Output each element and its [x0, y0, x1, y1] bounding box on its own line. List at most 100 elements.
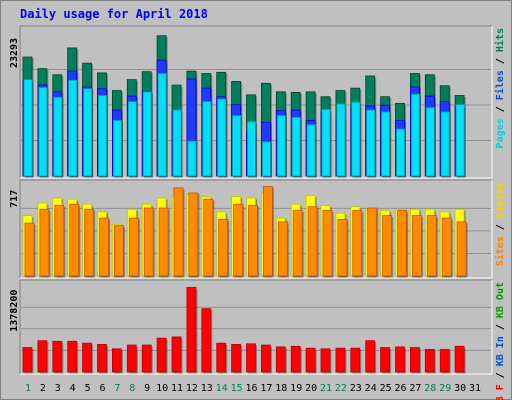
sites-bar: [441, 217, 452, 277]
sites-bar: [382, 215, 393, 277]
pages-bar: [366, 109, 376, 177]
x-tick-label: 16: [245, 383, 257, 394]
legend-entry: /: [495, 52, 506, 70]
legend-entry: Files: [494, 70, 506, 100]
kb-f-bar: [275, 346, 286, 373]
kb-f-bar: [365, 340, 376, 373]
kb-f-bar: [454, 345, 465, 373]
x-tick-label: 14: [216, 383, 228, 394]
x-tick-label: 12: [186, 383, 198, 394]
sites-bar: [262, 186, 273, 277]
x-tick-label: 2: [40, 383, 46, 394]
pages-bar: [157, 73, 167, 177]
x-tick-label: 9: [144, 383, 150, 394]
pages-bar: [172, 109, 182, 177]
panel-3-y-max-label: 1378200: [9, 290, 20, 332]
kb-f-bar: [22, 347, 33, 373]
sites-bar: [39, 208, 50, 277]
x-tick-label: 15: [231, 383, 243, 394]
pages-bar: [306, 124, 316, 177]
kb-f-bar: [37, 340, 48, 373]
legend-entry: /: [495, 218, 506, 236]
x-tick-label: 11: [171, 383, 183, 394]
pages-bar: [440, 111, 450, 177]
x-tick-label: 27: [409, 383, 421, 394]
kb-f-bar: [52, 340, 63, 373]
panel-1-legend: Pages / Files / Hits: [494, 28, 506, 148]
x-tick-label: 4: [70, 383, 76, 394]
legend-entry: Hits: [494, 28, 506, 52]
pages-bar: [142, 91, 152, 177]
sites-bar: [411, 215, 422, 277]
x-tick-label: 22: [335, 383, 347, 394]
page-title: Daily usage for April 2018: [20, 7, 208, 21]
pages-bar: [455, 104, 465, 177]
x-tick-label: 10: [156, 383, 168, 394]
pages-bar: [83, 88, 92, 177]
kb-f-bar: [171, 336, 182, 373]
sites-bar: [54, 205, 65, 277]
pages-bar: [276, 115, 286, 177]
x-tick-label: 31: [469, 383, 481, 394]
pages-bar: [217, 98, 227, 177]
pages-bar: [425, 107, 435, 177]
x-tick-label: 8: [129, 383, 135, 394]
kb-f-bar: [380, 347, 391, 373]
x-tick-label: 24: [365, 383, 377, 394]
pages-bar: [127, 101, 137, 177]
x-tick-label: 1: [25, 383, 31, 394]
sites-bar: [114, 225, 124, 277]
sites-bar: [322, 210, 333, 277]
panel-3-legend: KB F / KB In / KB Out: [495, 282, 506, 400]
x-tick-label: 13: [201, 383, 213, 394]
pages-bar: [321, 109, 331, 177]
x-tick-label: 5: [85, 383, 91, 394]
x-tick-label: 17: [260, 383, 272, 394]
kb-f-bar: [305, 347, 316, 373]
x-tick-label: 26: [394, 383, 406, 394]
pages-bar: [336, 103, 346, 177]
sites-bar: [24, 222, 35, 277]
kb-f-bar: [350, 347, 361, 373]
panel-1-y-max-label: 23293: [9, 38, 20, 68]
pages-bar: [53, 96, 63, 177]
kb-f-bar: [395, 346, 405, 373]
kb-f-bar: [97, 344, 107, 373]
sites-bar: [337, 218, 348, 277]
x-tick-label: 21: [320, 383, 332, 394]
kb-f-bar: [260, 344, 271, 373]
kb-f-bar: [231, 344, 242, 373]
pages-bar: [68, 79, 78, 177]
pages-bar: [261, 141, 271, 177]
kb-f-bar: [67, 340, 78, 373]
x-tick-label: 3: [55, 383, 61, 394]
kb-f-bar: [335, 347, 346, 373]
pages-bar: [351, 101, 361, 177]
panel-2-legend: Sites / Visits: [494, 182, 506, 266]
panel-2-y-max-label: 717: [9, 190, 20, 208]
kb-f-bar: [439, 349, 450, 373]
sites-bar: [158, 207, 169, 277]
sites-bar: [84, 208, 94, 277]
sites-bar: [218, 218, 229, 277]
x-tick-label: 6: [99, 383, 105, 394]
pages-bar: [396, 128, 405, 177]
pages-bar: [187, 140, 197, 177]
pages-bar: [232, 115, 242, 177]
legend-entry: Visits: [494, 182, 506, 218]
legend-entry: /: [495, 318, 506, 336]
sites-bar: [277, 221, 288, 277]
x-tick-label: 20: [305, 383, 317, 394]
pages-bar: [23, 79, 33, 177]
sites-bar: [307, 206, 318, 277]
kb-f-bar: [290, 345, 301, 373]
kb-f-bar: [126, 344, 137, 373]
sites-bar: [456, 221, 467, 277]
sites-bar: [203, 198, 214, 277]
x-tick-label: 29: [439, 383, 451, 394]
legend-entry: Pages: [495, 118, 506, 148]
kb-f-bar: [156, 337, 167, 373]
sites-bar: [397, 210, 407, 277]
pages-bar: [38, 87, 48, 177]
